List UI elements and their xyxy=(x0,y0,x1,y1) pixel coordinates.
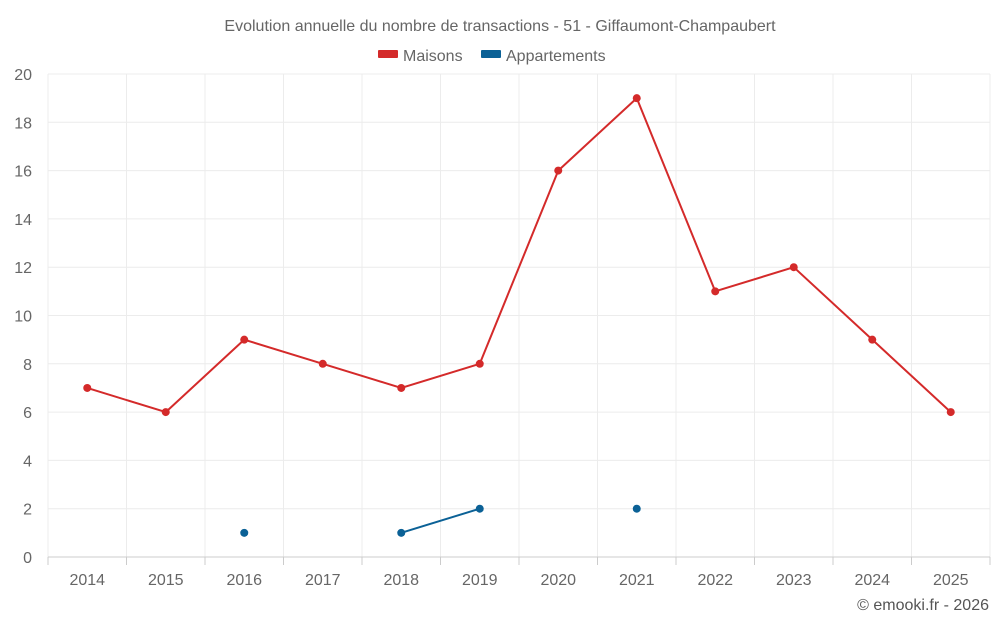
legend-swatch-appartements xyxy=(481,50,501,58)
y-tick-label: 14 xyxy=(14,212,32,229)
data-point-maisons[interactable] xyxy=(554,166,563,175)
legend: Maisons Appartements xyxy=(378,48,606,65)
y-tick-label: 18 xyxy=(14,115,32,132)
y-tick-label: 4 xyxy=(23,453,32,470)
data-point-appartements[interactable] xyxy=(475,504,484,513)
series xyxy=(83,94,955,537)
x-tick-label: 2022 xyxy=(697,572,733,589)
data-point-maisons[interactable] xyxy=(475,359,484,368)
legend-item-maisons[interactable]: Maisons xyxy=(378,48,463,65)
grid xyxy=(47,73,991,558)
data-point-appartements[interactable] xyxy=(632,504,641,513)
series-line-maisons xyxy=(86,97,952,414)
y-tick-label: 16 xyxy=(14,164,32,181)
data-point-maisons[interactable] xyxy=(318,359,327,368)
data-point-appartements[interactable] xyxy=(240,528,249,537)
data-point-maisons[interactable] xyxy=(632,94,641,103)
data-point-maisons[interactable] xyxy=(711,287,720,296)
data-point-maisons[interactable] xyxy=(83,383,92,392)
data-point-maisons[interactable] xyxy=(240,335,249,344)
data-point-maisons[interactable] xyxy=(397,383,406,392)
x-tick-label: 2021 xyxy=(619,572,655,589)
x-tick-label: 2023 xyxy=(776,572,812,589)
credit-text: © emooki.fr - 2026 xyxy=(857,597,989,614)
x-tick-label: 2019 xyxy=(462,572,498,589)
x-tick-label: 2015 xyxy=(148,572,184,589)
legend-label-appartements: Appartements xyxy=(506,48,606,65)
data-point-maisons[interactable] xyxy=(789,263,798,272)
x-tick-label: 2017 xyxy=(305,572,341,589)
y-tick-label: 2 xyxy=(23,502,32,519)
x-tick-label: 2018 xyxy=(383,572,419,589)
legend-item-appartements[interactable]: Appartements xyxy=(481,48,606,65)
x-tick-label: 2025 xyxy=(933,572,969,589)
series-appartements xyxy=(240,504,641,537)
y-tick-label: 10 xyxy=(14,309,32,326)
legend-label-maisons: Maisons xyxy=(403,48,463,65)
chart-title: Evolution annuelle du nombre de transact… xyxy=(224,18,776,35)
y-tick-label: 0 xyxy=(23,550,32,567)
x-tick-label: 2014 xyxy=(69,572,105,589)
data-point-maisons[interactable] xyxy=(946,408,955,417)
y-tick-label: 12 xyxy=(14,260,32,277)
data-point-appartements[interactable] xyxy=(397,528,406,537)
x-tick-label: 2016 xyxy=(226,572,262,589)
data-point-maisons[interactable] xyxy=(868,335,877,344)
x-tick-label: 2020 xyxy=(540,572,576,589)
series-maisons xyxy=(83,94,955,417)
legend-swatch-maisons xyxy=(378,50,398,58)
data-point-maisons[interactable] xyxy=(161,408,170,417)
axes: 0 2 4 6 8 10 12 14 16 18 20 2014 2015 2016 2017 2018 201… xyxy=(14,67,991,589)
y-tick-label: 20 xyxy=(14,67,32,84)
y-tick-label: 6 xyxy=(23,405,32,422)
series-line-appartements xyxy=(400,507,481,534)
y-tick-label: 8 xyxy=(23,357,32,374)
x-tick-label: 2024 xyxy=(854,572,890,589)
